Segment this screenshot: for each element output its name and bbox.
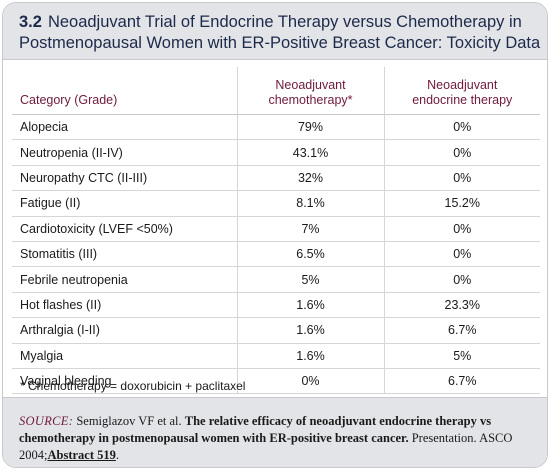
chemo-cell: 32% (236, 165, 384, 192)
category-cell: Myalgia (12, 343, 237, 369)
chemo-cell: 5% (236, 266, 384, 293)
table-footnote: * Chemotherapy = doxorubicin + paclitaxe… (20, 379, 246, 393)
endo-cell: 5% (383, 343, 540, 369)
table-row: Myalgia 1.6% 5% (12, 343, 540, 369)
table-row: Hot flashes (II) 1.6% 23.3% (12, 292, 540, 319)
table-row: Febrile neutropenia 5% 0% (12, 266, 540, 293)
category-cell: Fatigue (II) (12, 190, 237, 217)
table-row: Fatigue (II) 8.1% 15.2% (12, 190, 540, 217)
table-row: Neutropenia (II-IV) 43.1% 0% (12, 139, 540, 166)
endo-cell: 23.3% (383, 292, 540, 319)
table-row: Vaginal bleeding 0% 6.7% (12, 368, 540, 395)
chemo-cell: 79% (236, 114, 384, 141)
endo-cell: 15.2% (383, 190, 540, 217)
table-header-row: Category (Grade) Neoadjuvant chemotherap… (12, 67, 540, 115)
endo-cell: 6.7% (383, 368, 540, 395)
chemo-cell: 6.5% (236, 241, 384, 268)
chemo-cell: 1.6% (236, 343, 384, 369)
table-row: Cardiotoxicity (LVEF <50%) 7% 0% (12, 216, 540, 242)
abstract-link[interactable]: Abstract 519 (47, 448, 116, 462)
endo-cell: 6.7% (383, 317, 540, 344)
source-venue: Presentation. ASCO 2004; (19, 431, 513, 462)
column-header-endo-line-1: Neoadjuvant (427, 78, 498, 92)
category-cell: Vaginal bleeding (12, 368, 237, 395)
category-cell: Alopecia (12, 114, 237, 141)
column-header-chemo-line-1: Neoadjuvant (275, 78, 346, 92)
chemo-cell: 1.6% (236, 317, 384, 344)
endo-cell: 0% (383, 241, 540, 268)
category-cell: Cardiotoxicity (LVEF <50%) (12, 216, 237, 242)
category-cell: Neuropathy CTC (II-III) (12, 165, 237, 192)
table-row: Stomatitis (III) 6.5% 0% (12, 241, 540, 268)
column-header-chemo-line-2: chemotherapy* (268, 93, 353, 107)
toxicity-table: Category (Grade) Neoadjuvant chemotherap… (12, 67, 540, 395)
endo-cell: 0% (383, 216, 540, 242)
endo-cell: 0% (383, 114, 540, 141)
table-row: Neuropathy CTC (II-III) 32% 0% (12, 165, 540, 192)
chemo-cell: 8.1% (236, 190, 384, 217)
source-end: . (115, 448, 119, 462)
figure-title-text-1: Neoadjuvant Trial of Endocrine Therapy v… (47, 13, 522, 31)
figure-header: 3.2 Neoadjuvant Trial of Endocrine Therap… (3, 3, 547, 60)
endo-cell: 0% (383, 139, 540, 166)
chemo-cell: 43.1% (236, 139, 384, 166)
table-row: Alopecia 79% 0% (12, 114, 540, 141)
category-cell: Hot flashes (II) (12, 292, 237, 319)
category-cell: Neutropenia (II-IV) (12, 139, 237, 166)
figure-title-line-1: 3.2 Neoadjuvant Trial of Endocrine Therap… (19, 13, 522, 32)
column-header-endo-line-2: endocrine therapy (412, 93, 513, 107)
source-panel: SOURCE: Semiglazov VF et al. The relativ… (3, 397, 547, 467)
source-label: SOURCE: (19, 414, 74, 428)
column-header-endocrine: Neoadjuvant endocrine therapy (383, 67, 540, 115)
table-panel: Category (Grade) Neoadjuvant chemotherap… (3, 60, 547, 397)
endo-cell: 0% (383, 266, 540, 293)
source-citation: SOURCE: Semiglazov VF et al. The relativ… (19, 413, 531, 464)
endo-cell: 0% (383, 165, 540, 192)
chemo-cell: 0% (236, 368, 384, 395)
figure-title-line-2: Postmenopausal Women with ER-Positive Br… (19, 34, 541, 52)
category-cell: Stomatitis (III) (12, 241, 237, 268)
column-header-chemotherapy: Neoadjuvant chemotherapy* (236, 67, 384, 115)
source-authors: Semiglazov VF et al. (76, 414, 182, 428)
source-title: The relative efficacy of neoadjuvant end… (19, 414, 492, 445)
column-header-category: Category (Grade) (12, 67, 237, 115)
category-cell: Febrile neutropenia (12, 266, 237, 293)
category-cell: Arthralgia (I-II) (12, 317, 237, 344)
chemo-cell: 1.6% (236, 292, 384, 319)
table-row: Arthralgia (I-II) 1.6% 6.7% (12, 317, 540, 344)
figure-number: 3.2 (19, 13, 42, 31)
chemo-cell: 7% (236, 216, 384, 242)
